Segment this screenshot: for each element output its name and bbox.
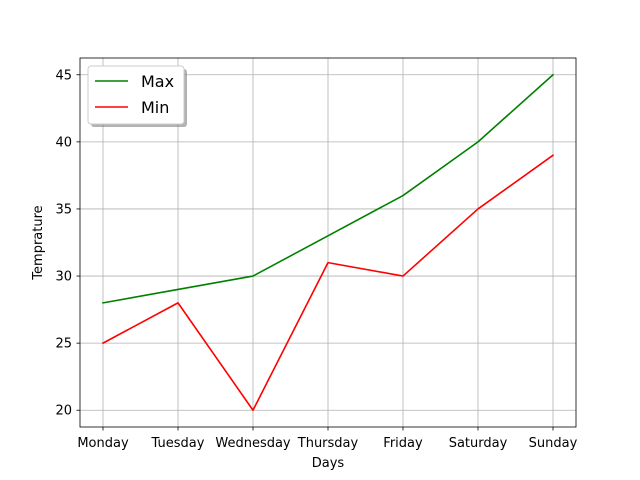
x-tick-label: Friday [383,436,423,451]
y-tick-label: 25 [55,337,72,352]
grid-lines [80,58,576,427]
axis-ticks: Monday Tuesday Wednesday Thursday Friday Satu… [55,68,577,451]
legend: Max Min [87,65,187,127]
y-tick-label: 40 [55,135,72,150]
y-tick-label: 45 [55,68,72,83]
legend-label-min: Min [141,98,169,117]
series-line-min [101,154,555,412]
series-line-max [102,73,555,304]
x-tick-label: Monday [77,436,129,451]
x-tick-label: Thursday [297,436,359,451]
x-axis-label: Days [312,456,345,471]
y-tick-label: 20 [55,404,72,419]
x-tick-label: Sunday [529,436,578,451]
x-tick-label: Wednesday [215,436,291,451]
y-tick-label: 35 [55,202,72,217]
x-tick-label: Tuesday [151,436,205,451]
series-lines [101,73,555,412]
x-tick-label: Saturday [449,436,508,451]
y-axis-label: Temprature [31,205,46,280]
legend-label-max: Max [141,72,174,91]
y-tick-label: 30 [55,270,72,285]
